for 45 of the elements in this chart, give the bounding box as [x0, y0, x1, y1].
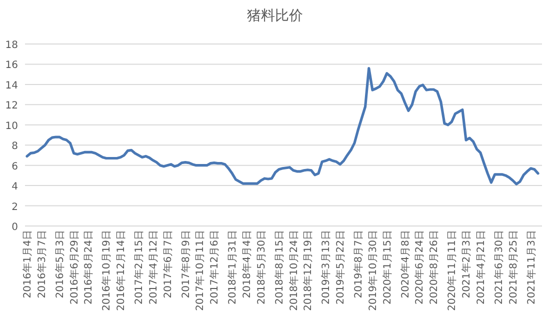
x-tick-label: 2017年4月12日 [147, 230, 160, 305]
x-tick-label: 2021年2月3日 [460, 230, 473, 298]
x-tick-label: 2017年2月15日 [133, 230, 146, 305]
x-tick-label: 2020年6月24日 [414, 230, 426, 305]
x-tick-label: 2021年11月3日 [525, 230, 538, 305]
y-tick-label: 18 [5, 40, 18, 51]
x-tick-label: 2016年1月4日 [22, 230, 34, 298]
line-series [26, 66, 540, 186]
y-tick-label: 12 [5, 100, 18, 112]
x-tick-label: 2020年11月11日 [446, 230, 458, 311]
x-tick-label: 2019年3月13日 [320, 230, 332, 305]
x-tick-label: 2021年8月25日 [507, 230, 520, 305]
x-tick-label: 2018年1月31日 [226, 230, 239, 305]
x-tick-label: 2018年10月24日 [288, 230, 300, 311]
x-tick-label: 2017年8月9日 [180, 230, 192, 298]
x-tick-label: 2021年6月30日 [492, 230, 505, 305]
chart-title: 猪料比价 [247, 8, 303, 24]
x-tick-label: 2016年5月3日 [54, 230, 66, 298]
x-tick-label: 2020年1月15日 [381, 230, 394, 305]
y-tick-label: 16 [5, 60, 18, 72]
x-tick-label: 2017年12月6日 [208, 230, 221, 305]
x-tick-label: 2018年8月15日 [273, 230, 286, 305]
y-tick-label: 4 [12, 182, 18, 193]
x-tick-label: 2016年3月7日 [36, 230, 48, 298]
x-tick-label: 2020年8月26日 [428, 230, 440, 305]
y-tick-label: 8 [12, 141, 18, 152]
x-tick-label: 2016年6月29日 [68, 230, 80, 305]
x-tick-label: 2016年12月14日 [115, 230, 128, 311]
x-tick-label: 2016年10月19日 [100, 230, 113, 311]
x-tick-label: 2018年12月19日 [302, 230, 314, 311]
y-tick-label: 2 [12, 202, 18, 213]
x-tick-label: 2017年10月11日 [194, 230, 206, 311]
x-tick-label: 2017年6月7日 [162, 230, 174, 298]
x-tick-label: 2018年5月30日 [255, 230, 268, 305]
x-tick-label: 2016年8月24日 [82, 230, 95, 305]
x-tick-label: 2020年4月8日 [399, 230, 412, 298]
x-tick-label: 2019年10月30日 [366, 230, 379, 311]
y-tick-label: 10 [5, 120, 18, 132]
y-tick-label: 6 [12, 161, 18, 172]
y-tick-label: 14 [5, 80, 18, 92]
x-tick-label: 2019年5月22日 [334, 230, 347, 305]
x-tick-label: 2019年8月7日 [352, 230, 365, 298]
x-tick-label: 2021年4月21日 [474, 230, 487, 305]
y-tick-label: 0 [12, 222, 18, 233]
x-tick-label: 2018年4月4日 [241, 230, 254, 298]
